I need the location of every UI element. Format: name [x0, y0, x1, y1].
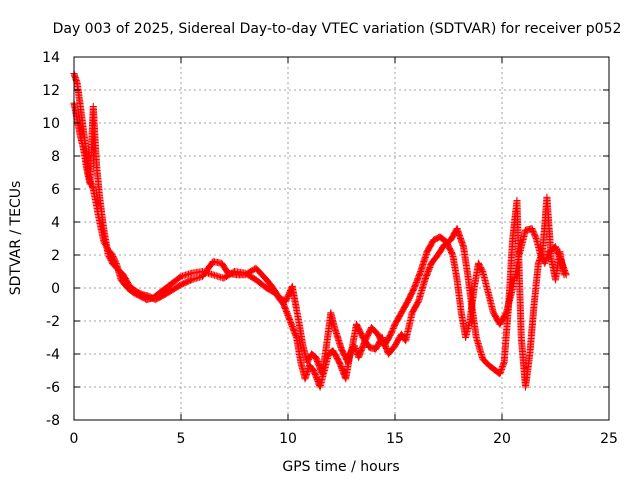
- x-tick-label: 25: [600, 431, 618, 447]
- x-tick-label: 0: [70, 431, 79, 447]
- y-axis-label: SDTVAR / TECUs: [8, 181, 24, 296]
- x-axis-label: GPS time / hours: [282, 459, 399, 475]
- y-tick-label: 14: [42, 50, 60, 66]
- x-tick-label: 15: [386, 431, 404, 447]
- x-tick-label: 5: [177, 431, 186, 447]
- x-ticks: 0 5 10 15 20 25: [70, 57, 618, 447]
- x-tick-label: 20: [493, 431, 511, 447]
- y-tick-label: 2: [51, 248, 60, 264]
- chart-title: Day 003 of 2025, Sidereal Day-to-day VTE…: [53, 21, 622, 37]
- y-tick-label: -2: [46, 314, 60, 330]
- y-tick-label: 6: [51, 182, 60, 198]
- y-tick-label: -6: [46, 380, 60, 396]
- y-tick-label: 10: [42, 116, 60, 132]
- y-tick-label: 8: [51, 149, 60, 165]
- y-tick-label: -4: [46, 347, 60, 363]
- series-markers: [70, 70, 570, 391]
- plot-frame: [73, 56, 610, 421]
- y-tick-label: 12: [42, 83, 60, 99]
- y-tick-label: -8: [46, 413, 60, 429]
- y-ticks: -8 -6 -4 -2 0 2 4 6 8 10 12 14: [42, 50, 609, 429]
- x-tick-label: 10: [279, 431, 297, 447]
- data-points: [70, 70, 570, 391]
- y-tick-label: 0: [51, 281, 60, 297]
- y-tick-label: 4: [51, 215, 60, 231]
